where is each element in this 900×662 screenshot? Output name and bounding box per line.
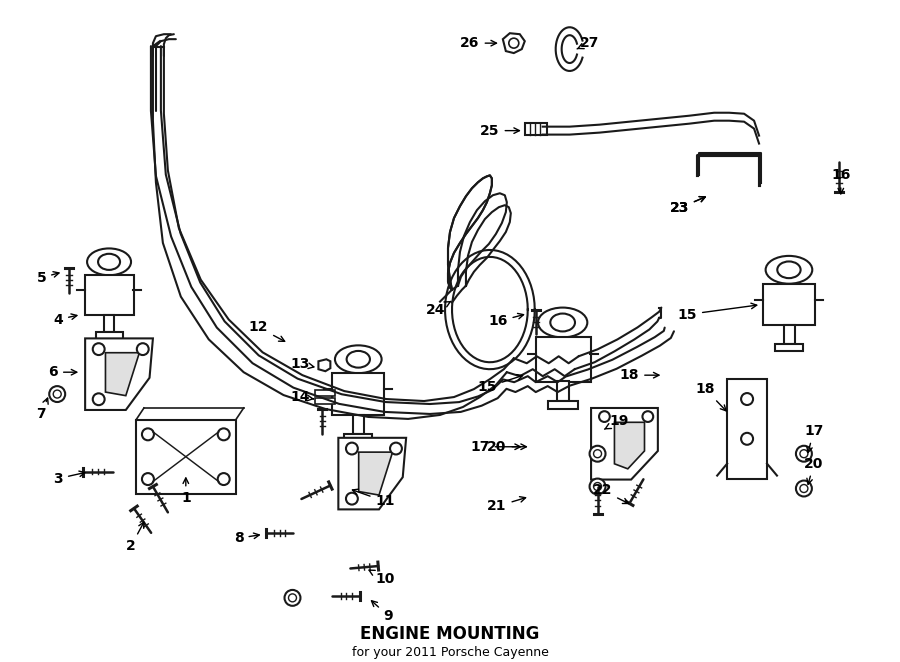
Bar: [345, 434, 373, 441]
Ellipse shape: [87, 248, 131, 275]
Bar: [557, 381, 569, 401]
Text: 5: 5: [36, 271, 59, 285]
Text: 10: 10: [369, 570, 395, 586]
Circle shape: [796, 446, 812, 461]
Bar: [548, 401, 578, 409]
Text: 13: 13: [291, 357, 314, 371]
Circle shape: [93, 393, 104, 405]
Text: 17: 17: [805, 424, 824, 453]
Bar: [104, 314, 114, 332]
Bar: [96, 332, 123, 340]
Text: 15: 15: [678, 303, 757, 322]
Polygon shape: [615, 422, 644, 469]
Text: 27: 27: [577, 36, 599, 50]
Text: 18: 18: [696, 382, 726, 411]
Text: 23: 23: [670, 197, 706, 215]
Circle shape: [741, 433, 753, 445]
Bar: [332, 373, 384, 415]
Ellipse shape: [778, 261, 801, 278]
Polygon shape: [359, 452, 392, 495]
Circle shape: [741, 393, 753, 405]
Text: 20: 20: [487, 440, 526, 453]
Circle shape: [508, 38, 518, 48]
Circle shape: [590, 479, 606, 495]
Circle shape: [346, 493, 358, 504]
Text: 16: 16: [488, 313, 524, 328]
Text: 12: 12: [248, 320, 284, 342]
Ellipse shape: [98, 254, 120, 270]
Bar: [727, 379, 767, 479]
Text: 17: 17: [470, 440, 520, 453]
Circle shape: [390, 443, 402, 454]
Ellipse shape: [766, 256, 813, 284]
Polygon shape: [105, 353, 140, 396]
Text: 25: 25: [480, 124, 519, 138]
Polygon shape: [86, 338, 153, 410]
Circle shape: [599, 411, 610, 422]
Text: 9: 9: [372, 600, 393, 623]
Text: 3: 3: [53, 471, 85, 485]
Polygon shape: [338, 438, 406, 509]
Text: 7: 7: [37, 398, 48, 421]
Text: 20: 20: [805, 457, 824, 485]
Circle shape: [93, 343, 104, 355]
Bar: [763, 284, 814, 326]
Ellipse shape: [538, 308, 588, 338]
Text: 18: 18: [620, 368, 659, 382]
Text: 11: 11: [353, 489, 395, 508]
Circle shape: [50, 386, 65, 402]
Text: 8: 8: [234, 531, 259, 545]
Bar: [86, 275, 134, 314]
Circle shape: [346, 443, 358, 454]
Text: 4: 4: [53, 312, 76, 326]
Text: for your 2011 Porsche Cayenne: for your 2011 Porsche Cayenne: [352, 646, 548, 659]
Text: 24: 24: [427, 301, 451, 316]
Bar: [315, 390, 336, 396]
Text: 26: 26: [460, 36, 497, 50]
Circle shape: [800, 485, 808, 493]
Ellipse shape: [335, 346, 382, 373]
Circle shape: [142, 428, 154, 440]
Circle shape: [800, 449, 808, 457]
Text: 23: 23: [670, 197, 706, 215]
Text: 22: 22: [593, 483, 628, 504]
Text: 21: 21: [487, 496, 526, 514]
Bar: [354, 415, 364, 434]
Circle shape: [796, 481, 812, 496]
Circle shape: [218, 428, 230, 440]
Bar: [775, 344, 803, 352]
Text: 15: 15: [477, 375, 523, 394]
Circle shape: [218, 473, 230, 485]
Text: 6: 6: [49, 365, 76, 379]
Circle shape: [643, 411, 653, 422]
Circle shape: [142, 473, 154, 485]
Bar: [525, 122, 546, 134]
Text: 19: 19: [605, 414, 629, 429]
Circle shape: [594, 483, 601, 491]
Polygon shape: [503, 33, 525, 53]
Circle shape: [590, 446, 606, 461]
Bar: [315, 398, 336, 404]
Circle shape: [137, 343, 148, 355]
Text: 1: 1: [181, 478, 191, 506]
Polygon shape: [319, 359, 330, 371]
Text: 14: 14: [291, 390, 313, 404]
Bar: [536, 338, 590, 382]
Circle shape: [289, 594, 296, 602]
Bar: [784, 326, 795, 344]
Text: 16: 16: [831, 168, 850, 194]
Text: 2: 2: [126, 522, 144, 553]
Text: ENGINE MOUNTING: ENGINE MOUNTING: [360, 625, 540, 643]
Circle shape: [284, 590, 301, 606]
Ellipse shape: [346, 351, 370, 367]
Ellipse shape: [550, 314, 575, 332]
Circle shape: [594, 449, 601, 457]
Polygon shape: [591, 408, 658, 479]
Bar: [136, 420, 236, 495]
Circle shape: [53, 390, 61, 398]
